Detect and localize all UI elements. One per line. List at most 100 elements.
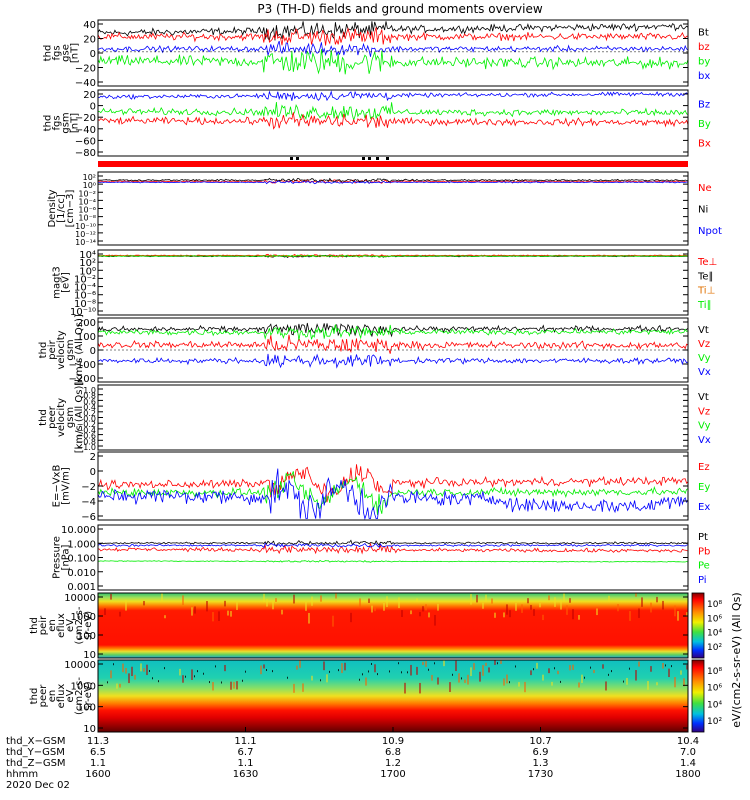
y-axis-label-line: gsm xyxy=(65,407,76,428)
spectrogram-cell xyxy=(668,668,670,678)
spectrogram-cell xyxy=(410,664,412,676)
legend-entry-Npot: Npot xyxy=(698,226,722,237)
y-axis-label-line: en xyxy=(47,619,58,632)
spectrogram-cell xyxy=(530,604,532,610)
y-axis-label-line: eflux xyxy=(56,684,67,709)
spectrogram-cell xyxy=(470,667,472,677)
spectrogram-cell xyxy=(464,679,466,683)
spectrogram-cell xyxy=(551,681,553,686)
spectrogram-dropout xyxy=(371,662,372,665)
spectrogram-cell xyxy=(473,663,475,670)
y-axis-label-line: sr-eV) xyxy=(83,611,94,640)
spectrogram-cell xyxy=(506,604,508,615)
y-axis-label-line: fgs xyxy=(52,115,63,130)
spectrogram-cell xyxy=(272,600,274,610)
spectrogram-cell xyxy=(311,596,313,606)
spectrogram-dropout xyxy=(113,663,114,666)
spectrogram-cell xyxy=(539,603,541,608)
spectrogram-cell xyxy=(404,682,406,694)
spectrogram-cell xyxy=(233,681,235,689)
y-axis-label-line: Density xyxy=(47,189,58,227)
y-axis-label-line: peer xyxy=(47,405,58,429)
spectrogram-dropout xyxy=(389,670,390,673)
y-tick-label: 0.0 xyxy=(83,415,96,424)
spectrogram-cell xyxy=(383,602,385,611)
spectrogram-dropout xyxy=(221,681,222,684)
y-axis-label-line: magt3 xyxy=(52,266,63,299)
spectrogram-cell xyxy=(122,663,124,673)
spectrogram-cell xyxy=(476,594,478,603)
legend-entry-Pe: Pe xyxy=(698,561,710,572)
colorbar-label: eV/(cm2-s-sr-eV) (All Qs) xyxy=(730,592,743,727)
spectrogram-cell xyxy=(482,665,484,676)
legend-entry-By: By xyxy=(698,119,711,130)
spectrogram-cell xyxy=(128,673,130,684)
mode-bar-fast xyxy=(98,161,688,167)
legend-entry-Pt: Pt xyxy=(698,532,708,543)
spectrogram-dropout xyxy=(590,666,591,669)
spectrogram-cell xyxy=(416,666,418,675)
x-axis-row-label: thd_Y−GSM xyxy=(6,747,65,758)
y-axis-label-line: fgs xyxy=(52,45,63,60)
spectrogram-dropout xyxy=(629,667,630,670)
colorbar-tick-label: 10⁶ xyxy=(707,684,722,694)
colorbar-tick-label: 10² xyxy=(707,643,722,653)
spectrogram-cell xyxy=(311,675,313,681)
spectrogram-cell xyxy=(374,607,376,612)
spectrogram-cell xyxy=(566,605,568,615)
spectrogram-cell xyxy=(275,598,277,602)
spectrogram-cell xyxy=(491,598,493,604)
spectrogram-cell xyxy=(428,612,430,618)
y-axis-label-line: thd xyxy=(38,342,49,359)
y-axis-label-line: thd xyxy=(29,617,40,634)
y-tick-label: 10⁴ xyxy=(79,250,96,261)
spectrogram-cell xyxy=(506,674,508,684)
x-tick-label-z: 1.2 xyxy=(385,758,401,769)
spectrogram-cell xyxy=(212,682,214,691)
mode-bar-marker xyxy=(386,157,389,160)
spectrogram-cell xyxy=(332,615,334,627)
legend-entry-Bt: Bt xyxy=(698,27,709,38)
y-tick-label: −40 xyxy=(75,125,96,136)
colorbar-tick-label: 10⁸ xyxy=(707,600,722,610)
spectrogram-cell xyxy=(542,614,544,621)
spectrogram-cell xyxy=(263,664,265,669)
y-axis-label-line: eflux xyxy=(56,613,67,638)
legend-entry-Ti⊥: Ti⊥ xyxy=(697,286,715,297)
legend-entry-Ni: Ni xyxy=(698,205,708,216)
panel-frame xyxy=(97,524,689,591)
spectrogram-cell xyxy=(629,611,631,621)
mode-bar-marker xyxy=(368,157,371,160)
y-axis-label-line: eV xyxy=(65,689,76,702)
y-tick-label: 10² xyxy=(83,173,96,182)
panel-pressure: 10.000 1.000 0.100 0.010 0.001 Pressure[nPa] P… xyxy=(52,524,710,593)
spectrogram-dropout xyxy=(407,671,408,674)
spectrogram-cell xyxy=(281,609,283,615)
spectrogram-cell xyxy=(302,683,304,692)
series-line-Vy xyxy=(97,324,689,341)
y-axis-label-line: thd xyxy=(29,688,40,705)
spectrogram-dropout xyxy=(287,676,288,679)
spectrogram-cell xyxy=(536,662,538,669)
spectrogram-cell xyxy=(236,681,238,690)
y-tick-label: −0.6 xyxy=(77,432,96,441)
series-line-Vt xyxy=(97,322,689,338)
legend-entry-bx: bx xyxy=(698,71,710,82)
legend-entry-bz: bz xyxy=(698,42,710,53)
legend-entry-Vz: Vz xyxy=(698,339,710,350)
y-tick-label: 10 xyxy=(83,650,96,661)
y-axis-label-line: [km/s (All Qs)] xyxy=(74,382,85,454)
spectrogram-dropout xyxy=(554,667,555,670)
y-axis-label-line: [eV] xyxy=(61,272,72,293)
series-line-Vz xyxy=(97,334,689,354)
spectrogram-cell xyxy=(386,596,388,608)
spectrogram-dropout xyxy=(560,680,561,683)
spectrogram-dropout xyxy=(245,670,246,673)
spectrogram-dropout xyxy=(362,673,363,676)
panel-frame xyxy=(97,384,689,451)
spectrogram-cell xyxy=(674,677,676,688)
spectrogram-dropout xyxy=(266,669,267,672)
spectrogram-cell xyxy=(431,674,433,681)
x-axis-date: 2020 Dec 02 xyxy=(6,780,70,791)
